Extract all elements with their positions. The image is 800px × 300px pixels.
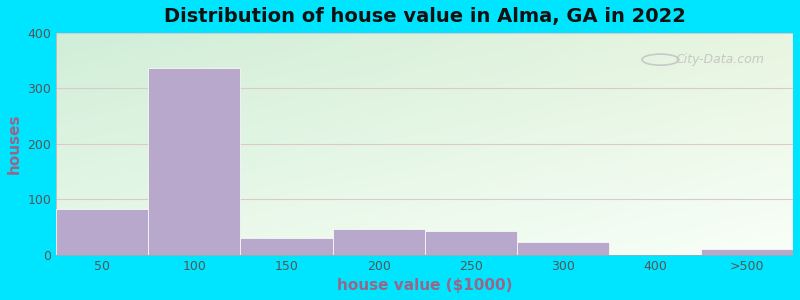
Bar <box>148 68 241 255</box>
Title: Distribution of house value in Alma, GA in 2022: Distribution of house value in Alma, GA … <box>164 7 686 26</box>
Bar <box>425 231 517 255</box>
Bar <box>241 238 333 255</box>
Text: City-Data.com: City-Data.com <box>675 53 764 66</box>
X-axis label: house value ($1000): house value ($1000) <box>337 278 512 293</box>
Bar <box>701 249 793 255</box>
Bar <box>56 209 148 255</box>
Y-axis label: houses: houses <box>7 114 22 174</box>
Bar <box>517 242 609 255</box>
Bar <box>333 229 425 255</box>
